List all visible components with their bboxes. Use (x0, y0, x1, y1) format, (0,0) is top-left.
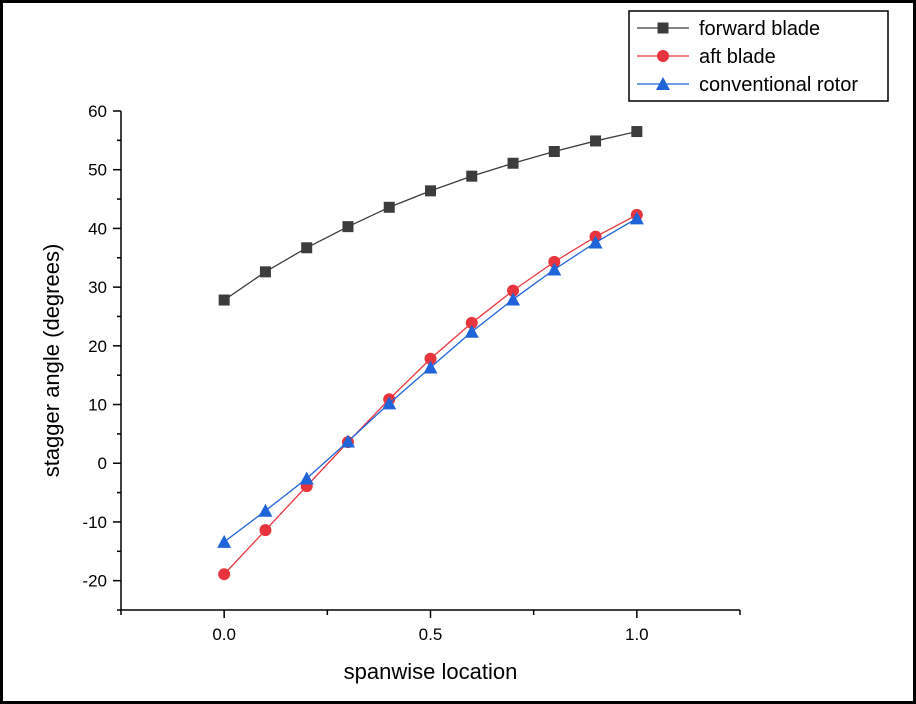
data-point (218, 294, 230, 306)
data-point (342, 221, 354, 233)
legend-item: aft blade (637, 46, 776, 68)
data-point (259, 266, 271, 278)
data-point (217, 534, 232, 548)
data-point (423, 360, 438, 374)
data-point (424, 352, 437, 365)
series-conventional-rotor (217, 211, 644, 548)
x-axis-label: spanwise location (344, 659, 518, 684)
data-point (506, 292, 521, 306)
data-point (258, 503, 273, 517)
series-layer (217, 126, 644, 581)
data-point (507, 157, 519, 169)
y-tick-label: 50 (88, 161, 107, 180)
series-forward-blade (218, 126, 643, 306)
data-point (507, 284, 520, 297)
legend: forward blade aft blade conventional rotor (628, 10, 889, 102)
legend-label: conventional rotor (699, 74, 858, 96)
axes: -20 -10 0 10 20 30 40 50 60 0.0 0.5 1.0 (82, 102, 741, 644)
x-tick-label: 1.0 (625, 625, 649, 644)
series-line (223, 217, 638, 543)
y-tick-label: 10 (88, 396, 107, 415)
series-line (223, 214, 638, 575)
data-point (383, 201, 395, 213)
data-point (218, 568, 231, 581)
data-point (590, 135, 602, 147)
data-point (547, 262, 562, 276)
series-line (223, 130, 637, 301)
legend-item: forward blade (637, 18, 820, 40)
data-point (548, 255, 561, 268)
y-axis-label: stagger angle (degrees) (39, 244, 64, 478)
legend-label: forward blade (699, 18, 820, 40)
data-point (548, 146, 560, 158)
legend-marker (656, 77, 670, 90)
x-tick-label: 0.5 (419, 625, 443, 644)
data-point (259, 524, 272, 537)
legend-label: aft blade (699, 46, 776, 68)
data-point (425, 185, 436, 197)
series-aft-blade (218, 208, 643, 581)
data-point (588, 235, 603, 249)
y-tick-label: 20 (88, 337, 107, 356)
data-point (299, 471, 314, 485)
y-tick-label: 30 (88, 278, 107, 297)
x-tick-label: 0.0 (212, 625, 236, 644)
data-point (629, 211, 644, 225)
y-tick-label: 60 (88, 102, 107, 121)
line-chart: -20 -10 0 10 20 30 40 50 60 0.0 0.5 1.0 spanwise lo… (39, 10, 889, 684)
data-point (464, 324, 479, 338)
data-point (382, 396, 397, 410)
legend-item: conventional rotor (637, 74, 858, 96)
data-point (340, 434, 355, 448)
y-tick-label: 0 (98, 454, 107, 473)
data-point (631, 126, 643, 138)
data-point (466, 170, 478, 182)
legend-marker (657, 50, 669, 62)
data-point (301, 242, 313, 254)
y-tick-label: 40 (88, 219, 107, 238)
legend-marker (657, 22, 669, 34)
y-tick-label: -10 (82, 513, 107, 532)
data-point (465, 316, 478, 329)
y-tick-label: -20 (82, 572, 107, 591)
